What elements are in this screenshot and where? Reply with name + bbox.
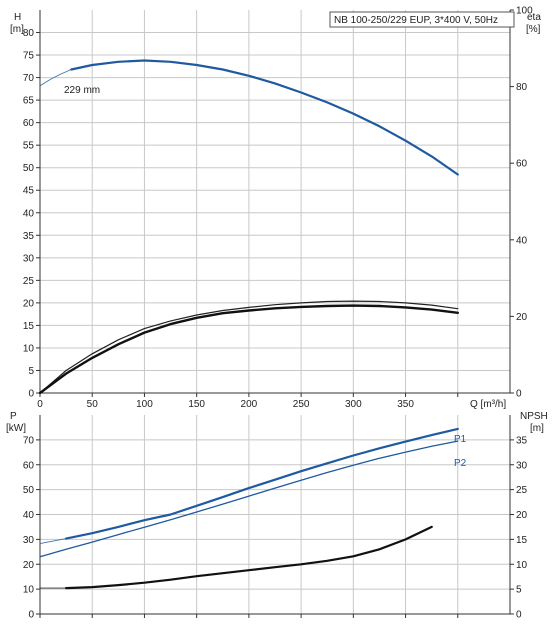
chart-title: NB 100-250/229 EUP, 3*400 V, 50Hz	[334, 15, 498, 26]
series-label-p1: P1	[454, 434, 467, 445]
y-tick-label: 70	[23, 435, 35, 446]
upper-grid	[40, 10, 510, 394]
y-tick-label: 45	[23, 186, 35, 197]
series-label-229mm: 229 mm	[64, 85, 100, 96]
x-tick-label: 100	[136, 399, 153, 410]
y2-tick-label: 0	[516, 610, 522, 621]
y-tick-label: 5	[28, 366, 34, 377]
y2-tick-label: 0	[516, 389, 522, 400]
series-line-229-mm	[70, 59, 459, 176]
y-tick-label: 30	[23, 535, 35, 546]
y2-tick-label: 15	[516, 535, 528, 546]
y-tick-label: 70	[23, 73, 35, 84]
lower-axes: 0 10 20 30 40 50 60 70 0 5 10 15 20 25 30 35	[23, 415, 528, 621]
y2-tick-label: 60	[516, 159, 528, 170]
y2-tick-label: 35	[516, 435, 528, 446]
series-line-unnamed-1	[39, 69, 72, 87]
lower-y2label-unit: [m]	[530, 423, 544, 434]
lower-ylabel: P	[10, 411, 17, 422]
lower-ylabel-unit: [kW]	[6, 423, 26, 434]
y-tick-label: 75	[23, 51, 35, 62]
x-tick-label: 250	[293, 399, 310, 410]
series-line-npsh	[64, 525, 433, 590]
y2-tick-label: 30	[516, 460, 528, 471]
y-tick-label: 80	[23, 28, 35, 39]
upper-series-group	[38, 59, 459, 395]
y2-tick-label: 10	[516, 560, 528, 571]
y-tick-label: 60	[23, 460, 35, 471]
y-tick-label: 50	[23, 485, 35, 496]
y-tick-label: 25	[23, 276, 35, 287]
y-tick-label: 15	[23, 321, 35, 332]
y-tick-label: 10	[23, 585, 35, 596]
upper-ylabel-unit: [m]	[10, 24, 24, 35]
x-tick-label: 300	[345, 399, 362, 410]
y2-tick-label: 80	[516, 82, 528, 93]
y2-tick-label: 5	[516, 585, 522, 596]
y-tick-label: 0	[28, 610, 34, 621]
series-label-p2: P2	[454, 458, 467, 469]
x-tick-label: 350	[397, 399, 414, 410]
upper-ylabel: H	[14, 12, 21, 23]
y-tick-label: 55	[23, 141, 35, 152]
series-line-unnamed-1	[39, 538, 67, 545]
y-tick-label: 0	[28, 389, 34, 400]
series-line-p1	[64, 427, 459, 540]
y-tick-label: 10	[23, 343, 35, 354]
upper-axes: 0 5 10 15 20 25 30 35 40 45 50 55 60 65 70 75 80 0 20 40 60 8…	[23, 6, 533, 411]
upper-y2label: eta	[527, 12, 541, 23]
y-tick-label: 40	[23, 510, 35, 521]
upper-y2label-unit: [%]	[526, 24, 541, 35]
y-tick-label: 20	[23, 560, 35, 571]
x-tick-label: 0	[37, 399, 43, 410]
y-tick-label: 60	[23, 118, 35, 129]
series-line-unnamed-3	[38, 304, 459, 395]
x-tick-label: 50	[87, 399, 99, 410]
y-tick-label: 35	[23, 231, 35, 242]
chart-title-box	[329, 11, 515, 28]
y-tick-label: 40	[23, 208, 35, 219]
y-tick-label: 50	[23, 163, 35, 174]
y2-tick-label: 100	[516, 6, 533, 17]
series-line-unnamed-2	[39, 300, 459, 394]
y2-tick-label: 20	[516, 510, 528, 521]
series-line-p2	[39, 440, 459, 558]
lower-series-group	[39, 427, 459, 590]
x-tick-label: 200	[241, 399, 258, 410]
lower-y2label: NPSH	[520, 411, 548, 422]
x-tick-label: 150	[188, 399, 205, 410]
y2-tick-label: 25	[516, 485, 528, 496]
upper-xlabel: Q [m³/h]	[470, 399, 506, 410]
y2-tick-label: 20	[516, 312, 528, 323]
y-tick-label: 65	[23, 96, 35, 107]
y2-tick-label: 40	[516, 235, 528, 246]
y-tick-label: 30	[23, 253, 35, 264]
y-tick-label: 20	[23, 298, 35, 309]
